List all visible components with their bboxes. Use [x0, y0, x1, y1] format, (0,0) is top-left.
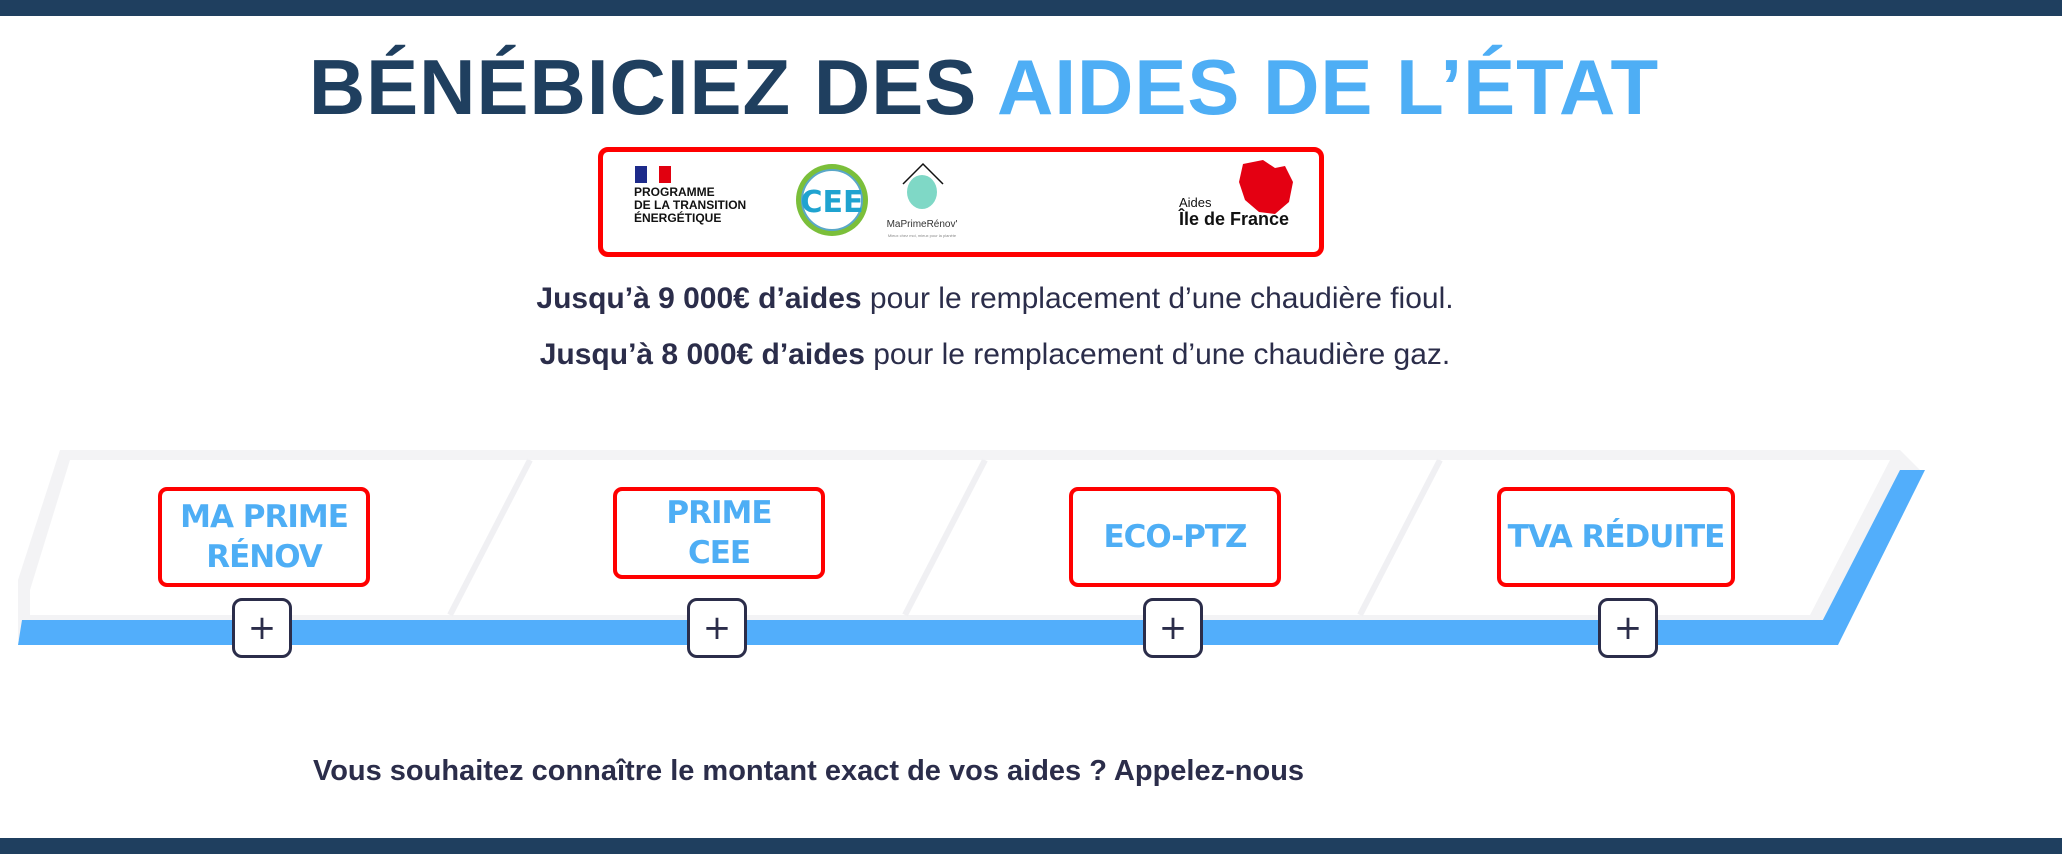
aid-eco-ptz[interactable]: ECO-PTZ [1069, 487, 1281, 587]
bottom-bar [0, 838, 2062, 854]
svg-text:MaPrimeRénov': MaPrimeRénov' [887, 219, 958, 230]
aids-band [18, 450, 1925, 645]
svg-text:Île de France: Île de France [1178, 208, 1289, 229]
maprimerenov-logo-icon: MaPrimeRénov' Mieux chez moi, mieux pour… [887, 162, 958, 238]
ile-de-france-logo-icon: Aides Île de France [1178, 160, 1293, 229]
expand-eco-ptz-button[interactable]: + [1143, 598, 1203, 658]
page-title: BÉNÉBICIEZ DES AIDES DE L’ÉTAT [308, 43, 1660, 131]
programme-logo-line1: PROGRAMME [634, 185, 715, 199]
cee-logo-icon: CEE [796, 164, 868, 236]
intro-line-fioul: Jusqu’à 9 000€ d’aides pour le remplacem… [536, 282, 1454, 315]
expand-prime-cee-button[interactable]: + [687, 598, 747, 658]
top-bar [0, 0, 2062, 16]
aid-prime-cee[interactable]: PRIME CEE [613, 487, 825, 579]
svg-text:Mieux chez moi, mieux pour la: Mieux chez moi, mieux pour la planète [888, 233, 957, 238]
programme-logo-line2: DE LA TRANSITION [634, 198, 746, 212]
programme-logo-line3: ÉNERGÉTIQUE [634, 210, 721, 225]
intro-line-gaz: Jusqu’à 8 000€ d’aides pour le remplacem… [539, 338, 1451, 371]
aid-tva-reduite[interactable]: TVA RÉDUITE [1497, 487, 1735, 587]
svg-text:Aides: Aides [1179, 195, 1212, 210]
expand-ma-prime-renov-button[interactable]: + [232, 598, 292, 658]
french-flag-icon [635, 166, 671, 183]
expand-tva-reduite-button[interactable]: + [1598, 598, 1658, 658]
aid-logos-box: PROGRAMME DE LA TRANSITION ÉNERGÉTIQUE C… [598, 147, 1324, 257]
svg-text:CEE: CEE [800, 185, 863, 220]
aid-ma-prime-renov[interactable]: MA PRIME RÉNOV [158, 487, 370, 587]
call-to-action-text: Vous souhaitez connaître le montant exac… [313, 755, 1305, 787]
